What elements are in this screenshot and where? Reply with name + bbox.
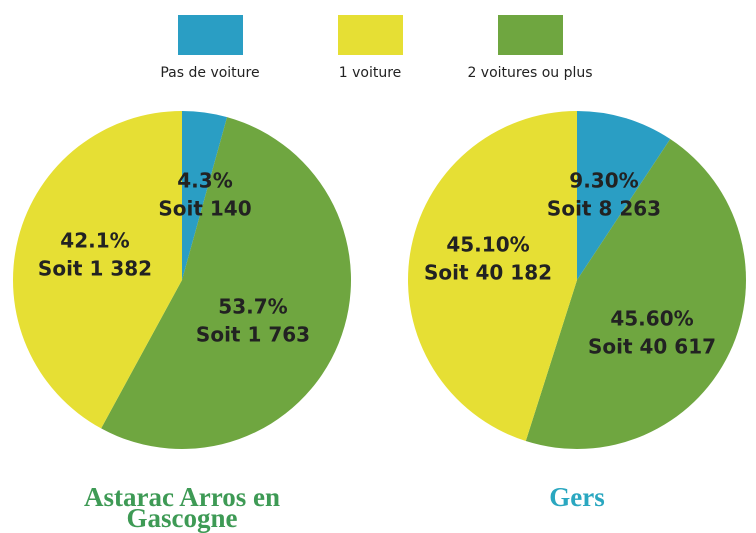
pie-slice (525, 139, 747, 449)
pie-slice (408, 111, 577, 442)
value-label: 4.3% (177, 169, 232, 193)
count-label: Soit 40 182 (424, 261, 552, 285)
pie-slice (577, 111, 671, 280)
chart-title: Gers (549, 482, 605, 512)
pie-slice (12, 111, 182, 429)
value-label: 53.7% (218, 295, 287, 319)
value-label: 9.30% (569, 169, 638, 193)
value-label: 45.10% (446, 233, 529, 257)
legend-label: Pas de voiture (160, 65, 259, 81)
legend-swatch (338, 15, 403, 55)
count-label: Soit 1 382 (38, 257, 152, 281)
pie-slice (182, 111, 228, 280)
value-label: 45.60% (610, 307, 693, 331)
count-label: Soit 40 617 (588, 335, 716, 359)
legend-label: 1 voiture (339, 65, 402, 81)
pie-slice (101, 117, 351, 449)
count-label: Soit 8 263 (547, 197, 661, 221)
count-label: Soit 1 763 (196, 323, 310, 347)
legend-label: 2 voitures ou plus (467, 65, 592, 81)
legend-swatch (178, 15, 243, 55)
value-label: 42.1% (60, 229, 129, 253)
count-label: Soit 140 (158, 197, 251, 221)
legend-swatch (498, 15, 563, 55)
